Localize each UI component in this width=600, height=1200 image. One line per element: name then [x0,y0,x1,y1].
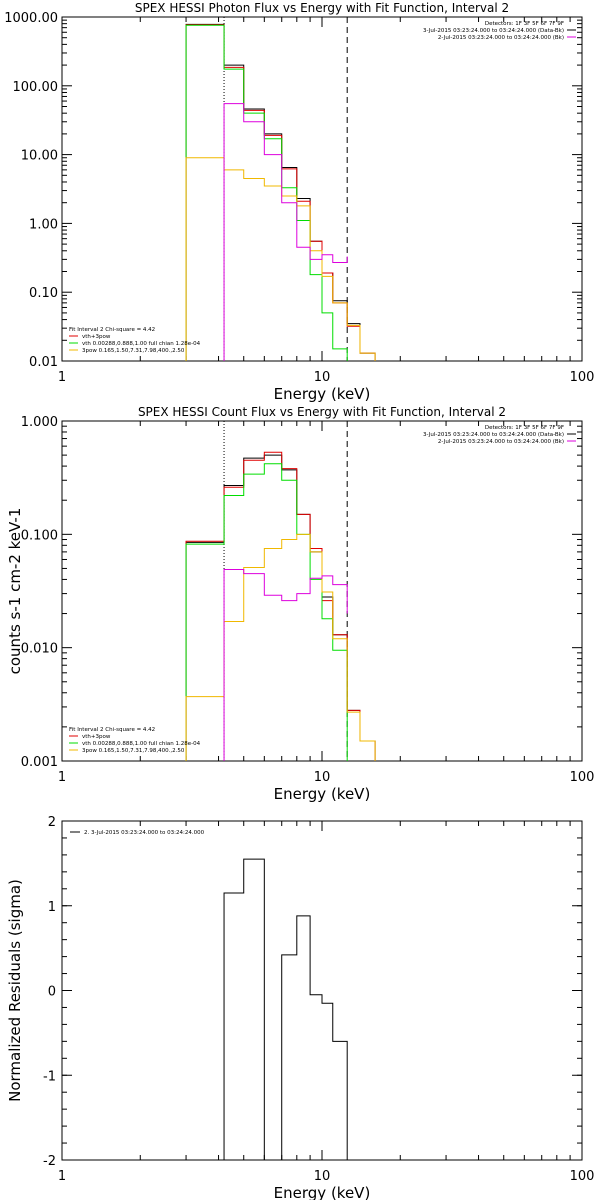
panel1-legend-bottom-text: 3pow 0.165,1.50,7.31,7.98,400.,2.50 [82,348,185,354]
panel1-x-axis-label: Energy (keV) [274,385,371,403]
panel3-series-model [223,858,348,1161]
panel2-series-bk [223,568,348,761]
panel1-y-tick-label: 1.00 [29,217,58,232]
panel2-x-tick-label: 1 [58,770,66,785]
panel1-series-model [185,23,376,361]
panel3-y-tick-label: -2 [43,1154,56,1169]
panel3-x-tick-label: 100 [570,1169,595,1184]
panel2-series-fit_total [185,451,376,761]
panel1-y-tick-label: 100.00 [13,80,59,95]
panel2-series-vth [185,463,348,761]
panel1-y-tick-label: 0.10 [29,286,58,301]
panel2-legend-top-text: 3-Jul-2015 03:23:24.000 to 03:24:24.000 … [423,432,564,438]
panel3-y-tick-label: 0 [48,985,56,1000]
panel3-y-tick-label: -1 [43,1069,56,1084]
panel2-y-axis-label: counts s-1 cm-2 keV-1 [6,508,24,675]
panel1-title: SPEX HESSI Photon Flux vs Energy with Fi… [135,1,509,15]
panel2-y-tick-label: 0.001 [21,755,58,770]
panel1-series-bpow [185,157,376,361]
panel1-legend-top-text: Detectors: 1F 3F 5F 6F 7F 9F [485,21,564,27]
panel2-x-tick-label: 10 [314,770,331,785]
panel2-x-axis-label: Energy (keV) [274,785,371,803]
panel1-series-vth [185,24,348,361]
panel3-plot-frame [61,820,583,1161]
panel1-legend-top-text: 3-Jul-2015 03:23:24.000 to 03:24:24.000 … [423,28,564,34]
panel1-legend-bottom-text: vth 0.00288,0.888,1.00 full chian 1.28e-… [82,341,201,347]
panel2-legend-bottom-text: vth 0.00288,0.888,1.00 full chian 1.28e-… [82,741,201,747]
panel1-series-bk [223,103,348,361]
panel3-x-tick-label: 10 [314,1169,331,1184]
panel1-legend-fit-header: Fit Interval 2 Chi-square = 4.42 [69,327,155,333]
panel3-y-axis-label: Normalized Residuals (sigma) [6,879,24,1102]
panel1-x-tick-label: 10 [314,370,331,385]
panel2-legend-top-text: 2-Jul-2015 03:23:24.000 to 03:24:24.000 … [438,439,564,445]
panel1-x-tick-label: 1 [58,370,66,385]
panel2-legend-fit-header: Fit Interval 2 Chi-square = 4.42 [69,727,155,733]
panel1-legend-top-text: 2-Jul-2015 03:23:24.000 to 03:24:24.000 … [438,35,564,41]
panel2-title: SPEX HESSI Count Flux vs Energy with Fit… [138,405,506,419]
panel1-y-tick-label: 0.01 [29,355,58,370]
panel3-x-tick-label: 1 [58,1169,66,1184]
panel1-series-fit_total [185,24,376,361]
panel1-legend-bottom-text: vth+3pow [82,334,111,340]
panel2-legend-top-text: Detectors: 1F 3F 5F 6F 7F 9F [485,425,564,431]
panel3-y-tick-label: 2 [48,815,56,830]
panel2-legend-bottom-text: 3pow 0.165,1.50,7.31,7.98,400.,2.50 [82,748,185,754]
panel1-y-tick-label: 1000.00 [4,11,58,26]
panel2-series-bpow [185,533,376,761]
panel2-legend-bottom-text: vth+3pow [82,734,111,740]
panel3-y-tick-label: 1 [48,900,56,915]
panel2-y-tick-label: 0.010 [21,642,58,657]
panel3-x-axis-label: Energy (keV) [274,1184,371,1200]
panel1-x-tick-label: 100 [570,370,595,385]
panel3-legend-text: 2. 3-Jul-2015 03:23:24.000 to 03:24:24.0… [84,830,205,836]
panel1-y-tick-label: 10.00 [21,149,58,164]
panel2-y-tick-label: 0.100 [21,528,58,543]
panel2-x-tick-label: 100 [570,770,595,785]
panel2-y-tick-label: 1.000 [21,415,58,430]
